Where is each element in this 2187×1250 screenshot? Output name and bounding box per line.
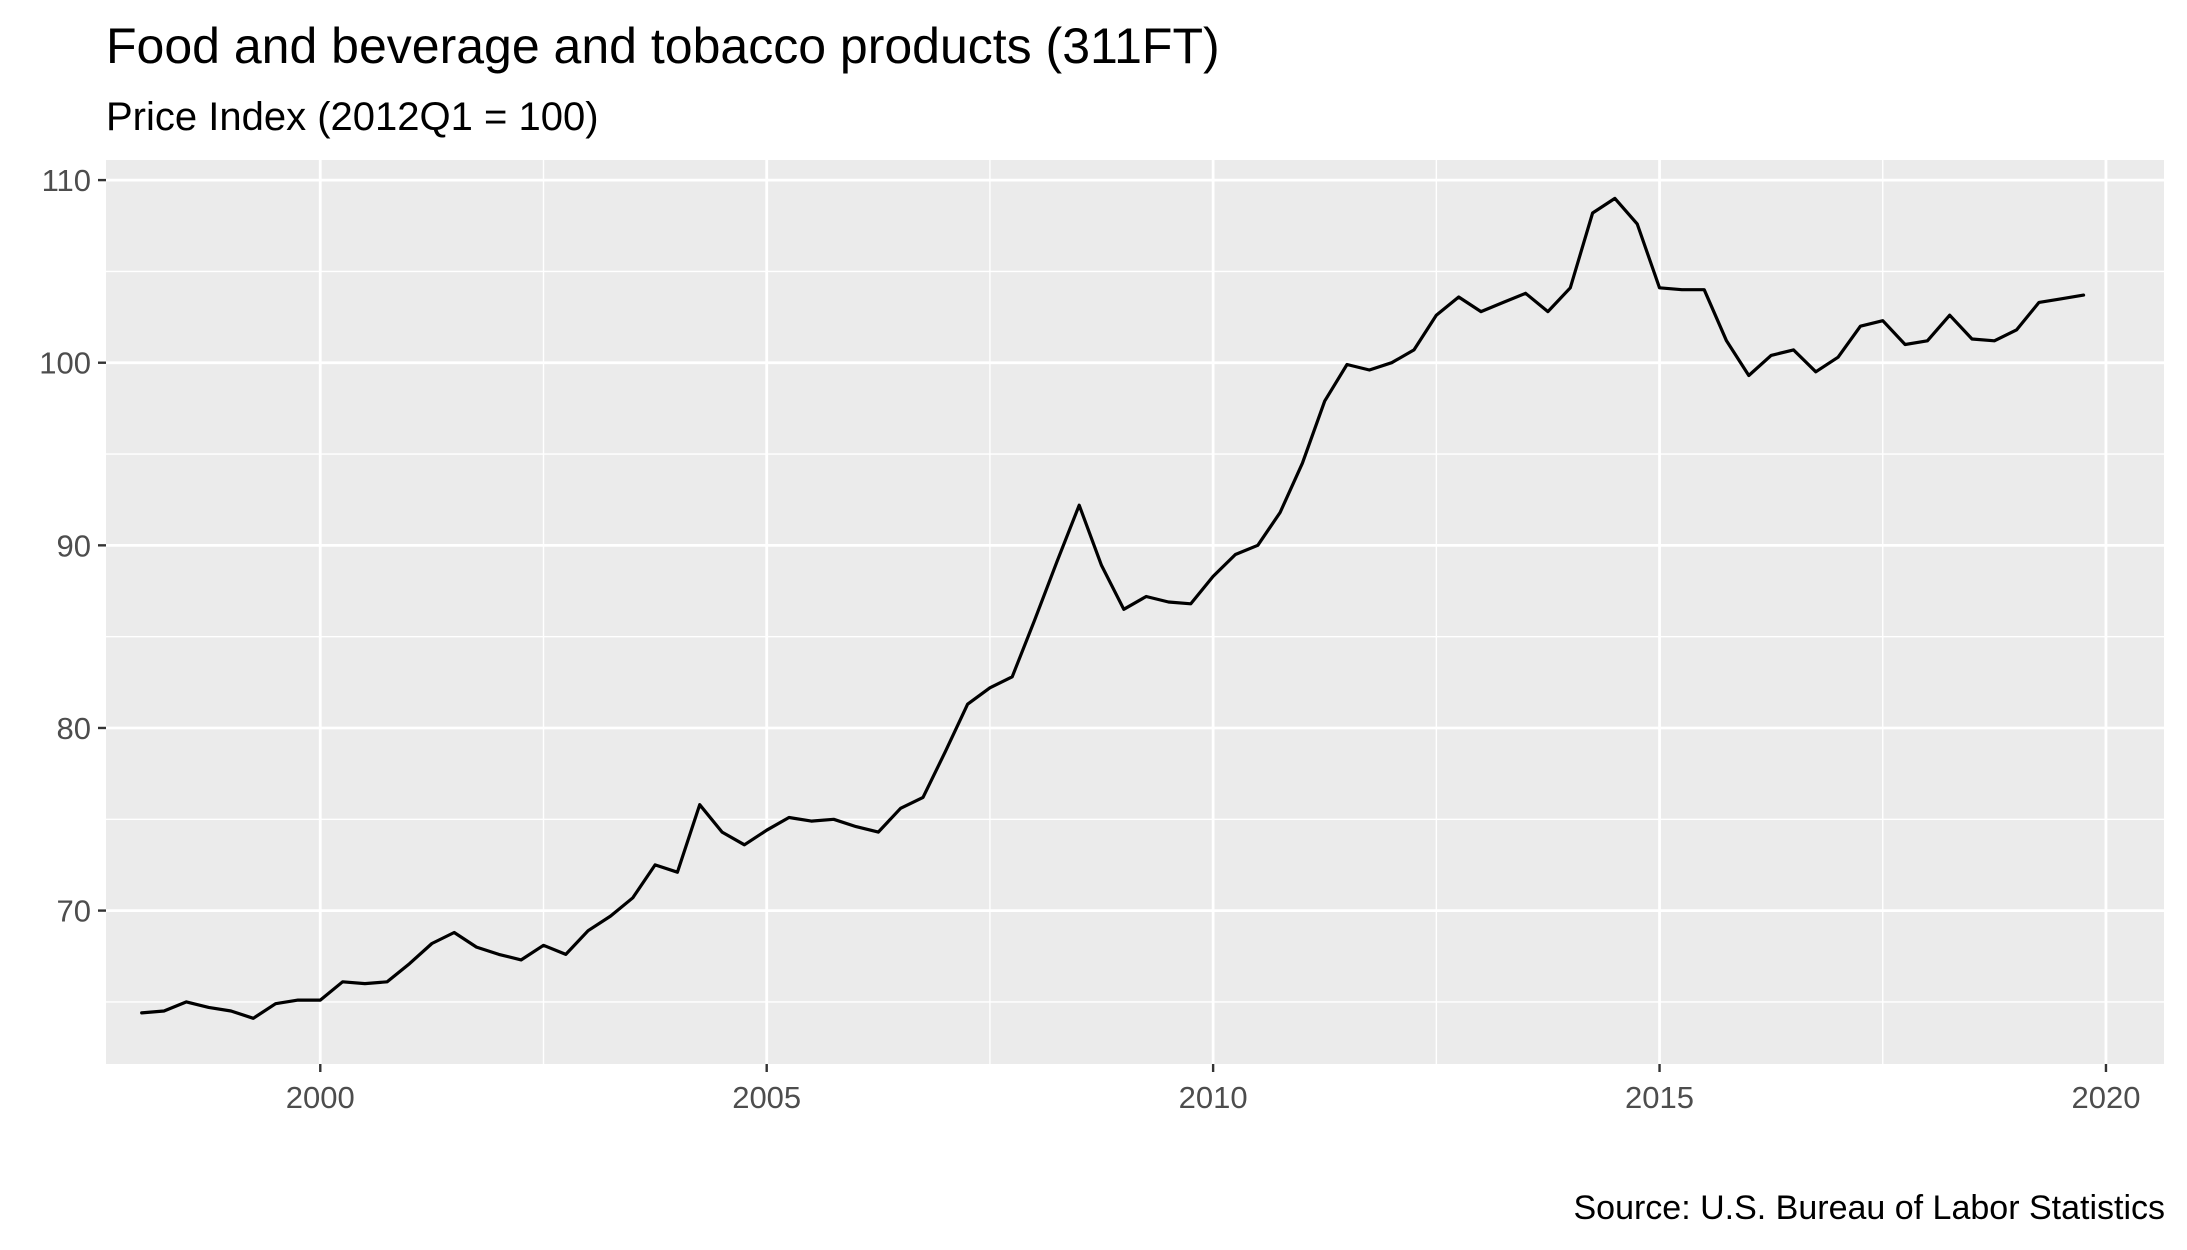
plot-panel <box>106 160 2164 1064</box>
x-tick-label: 2010 <box>1179 1080 1248 1115</box>
y-tick-label: 90 <box>57 528 91 563</box>
chart-title: Food and beverage and tobacco products (… <box>106 18 1220 74</box>
x-tick-label: 2015 <box>1625 1080 1694 1115</box>
major-grid <box>106 160 2164 1064</box>
x-tick-label: 2005 <box>732 1080 801 1115</box>
x-tick-label: 2000 <box>286 1080 355 1115</box>
x-axis: 2000 2005 2010 2015 2020 <box>286 1064 2140 1115</box>
y-tick-label: 80 <box>57 711 91 746</box>
x-tick-label: 2020 <box>2071 1080 2140 1115</box>
minor-grid <box>106 160 2164 1064</box>
y-axis: 70 80 90 100 110 <box>39 163 106 929</box>
chart-subtitle: Price Index (2012Q1 = 100) <box>106 95 599 139</box>
y-tick-label: 70 <box>57 894 91 929</box>
y-tick-label: 100 <box>39 346 91 381</box>
series-line <box>140 196 2086 1020</box>
chart-caption: Source: U.S. Bureau of Labor Statistics <box>1573 1189 2165 1227</box>
y-tick-label: 110 <box>42 163 91 198</box>
